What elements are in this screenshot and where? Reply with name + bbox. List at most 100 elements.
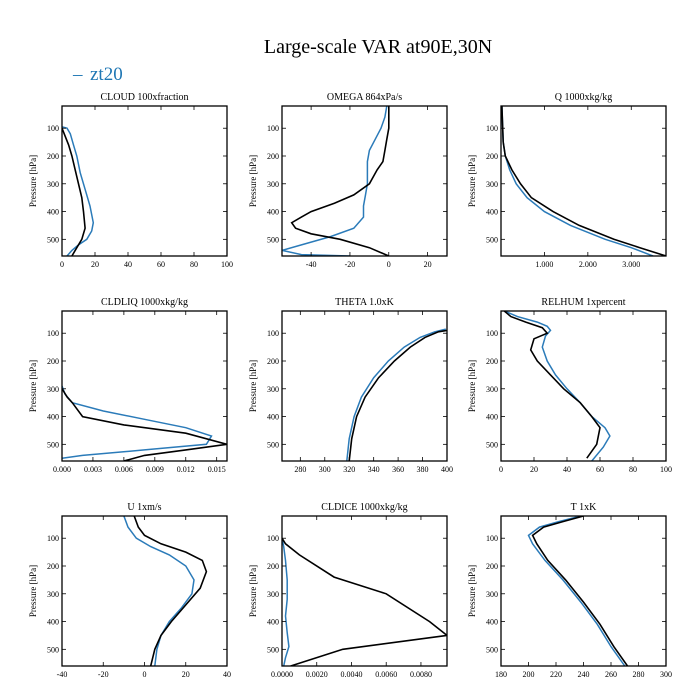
series-line-control bbox=[531, 516, 629, 666]
series-line-zt20 bbox=[501, 106, 654, 256]
y-tick-label: 500 bbox=[267, 235, 279, 244]
plot-frame bbox=[500, 515, 667, 667]
x-tick-label: 40 bbox=[124, 260, 132, 269]
series-line-zt20 bbox=[346, 328, 446, 461]
y-axis-label: Pressure [hPa] bbox=[28, 360, 38, 412]
x-tick-label: 360 bbox=[392, 465, 404, 474]
panel-title: U 1xm/s bbox=[127, 502, 161, 513]
y-tick-label: 200 bbox=[47, 357, 59, 366]
x-tick-label: 200 bbox=[523, 670, 535, 679]
y-tick-label: 300 bbox=[486, 180, 498, 189]
panel-title: CLDICE 1000xkg/kg bbox=[321, 502, 407, 513]
panel-title: T 1xK bbox=[571, 502, 597, 513]
y-tick-label: 400 bbox=[486, 208, 498, 217]
y-tick-label: 400 bbox=[486, 413, 498, 422]
plot-frame bbox=[61, 310, 228, 462]
panel-title: OMEGA 864xPa/s bbox=[327, 92, 402, 103]
y-tick-label: 500 bbox=[47, 645, 59, 654]
x-tick-label: 60 bbox=[157, 260, 165, 269]
x-tick-label: 20 bbox=[530, 465, 538, 474]
panel-6: RELHUM 1xpercent 0 20 40 60 80 100 100 200 300 400… bbox=[467, 297, 672, 474]
x-tick-label: 180 bbox=[495, 670, 507, 679]
y-axis-label: Pressure [hPa] bbox=[28, 155, 38, 207]
x-tick-label: -40 bbox=[306, 260, 317, 269]
plot-frame bbox=[281, 515, 448, 667]
y-tick-label: 400 bbox=[486, 618, 498, 627]
y-tick-label: 300 bbox=[486, 385, 498, 394]
y-tick-label: 100 bbox=[486, 124, 498, 133]
panel-4: CLDLIQ 1000xkg/kg 0.000 0.003 0.006 0.009 0.0… bbox=[28, 297, 228, 474]
y-tick-label: 400 bbox=[47, 413, 59, 422]
y-tick-label: 500 bbox=[486, 645, 498, 654]
x-tick-label: 0 bbox=[387, 260, 391, 269]
x-tick-label: 100 bbox=[660, 465, 672, 474]
x-tick-label: 0 bbox=[499, 465, 503, 474]
x-tick-label: 40 bbox=[563, 465, 571, 474]
y-tick-label: 100 bbox=[267, 534, 279, 543]
panel-7: U 1xm/s -40 -20 0 20 40 100 200 300 400 500 Pressur… bbox=[28, 502, 231, 679]
series-line-control bbox=[133, 516, 208, 666]
x-tick-label: 0.0060 bbox=[375, 670, 397, 679]
x-tick-label: 2.000 bbox=[579, 260, 597, 269]
panel-8: CLDICE 1000xkg/kg 0.0000 0.0020 0.0040 0.006… bbox=[248, 502, 448, 679]
y-tick-label: 400 bbox=[267, 208, 279, 217]
x-tick-label: 0 bbox=[60, 260, 64, 269]
series-line-control bbox=[62, 388, 227, 461]
x-tick-label: -20 bbox=[345, 260, 356, 269]
series-line-control bbox=[348, 329, 447, 461]
y-tick-label: 300 bbox=[267, 590, 279, 599]
x-tick-label: 220 bbox=[550, 670, 562, 679]
x-tick-label: 0.006 bbox=[115, 465, 133, 474]
x-tick-label: 0.0000 bbox=[271, 670, 293, 679]
panel-title: Q 1000xkg/kg bbox=[555, 92, 613, 103]
plot-frame bbox=[500, 105, 667, 257]
y-tick-label: 200 bbox=[267, 357, 279, 366]
plot-frame bbox=[281, 310, 448, 462]
series-line-zt20 bbox=[504, 311, 611, 461]
x-tick-label: 80 bbox=[190, 260, 198, 269]
plot-frame bbox=[500, 310, 667, 462]
x-tick-label: 60 bbox=[596, 465, 604, 474]
series-line-zt20 bbox=[527, 516, 626, 666]
y-axis-label: Pressure [hPa] bbox=[248, 565, 258, 617]
x-tick-label: 0.012 bbox=[177, 465, 195, 474]
panel-1: CLOUD 100xfraction 0 20 40 60 80 100 100 200 300 4… bbox=[28, 92, 233, 269]
x-tick-label: 320 bbox=[343, 465, 355, 474]
y-axis-label: Pressure [hPa] bbox=[467, 565, 477, 617]
y-tick-label: 400 bbox=[47, 618, 59, 627]
y-tick-label: 500 bbox=[47, 440, 59, 449]
y-tick-label: 300 bbox=[47, 590, 59, 599]
panel-title: CLOUD 100xfraction bbox=[100, 92, 188, 103]
y-tick-label: 200 bbox=[486, 562, 498, 571]
x-tick-label: 3.000 bbox=[622, 260, 640, 269]
y-tick-label: 200 bbox=[486, 152, 498, 161]
y-tick-label: 500 bbox=[267, 440, 279, 449]
panel-title: RELHUM 1xpercent bbox=[541, 297, 625, 308]
x-tick-label: 300 bbox=[319, 465, 331, 474]
x-tick-label: 0.000 bbox=[53, 465, 71, 474]
plot-frame bbox=[281, 105, 448, 257]
x-tick-label: 280 bbox=[633, 670, 645, 679]
y-tick-label: 300 bbox=[486, 590, 498, 599]
legend-line-symbol: – bbox=[72, 64, 83, 85]
x-tick-label: 100 bbox=[221, 260, 233, 269]
y-tick-label: 500 bbox=[486, 440, 498, 449]
y-tick-label: 100 bbox=[486, 534, 498, 543]
legend-label: zt20 bbox=[90, 64, 123, 85]
x-tick-label: 0.0080 bbox=[410, 670, 432, 679]
figure-title: Large-scale VAR at90E,30N bbox=[264, 36, 492, 58]
x-tick-label: 280 bbox=[294, 465, 306, 474]
y-tick-label: 400 bbox=[47, 208, 59, 217]
series-line-zt20 bbox=[282, 106, 388, 256]
x-tick-label: 20 bbox=[424, 260, 432, 269]
x-tick-label: 240 bbox=[578, 670, 590, 679]
y-tick-label: 100 bbox=[47, 124, 59, 133]
series-line-control bbox=[290, 106, 390, 256]
x-tick-label: 1.000 bbox=[535, 260, 553, 269]
x-tick-label: 260 bbox=[605, 670, 617, 679]
y-tick-label: 300 bbox=[47, 180, 59, 189]
y-axis-label: Pressure [hPa] bbox=[248, 155, 258, 207]
y-tick-label: 500 bbox=[486, 235, 498, 244]
y-axis-label: Pressure [hPa] bbox=[248, 360, 258, 412]
x-tick-label: -40 bbox=[57, 670, 68, 679]
